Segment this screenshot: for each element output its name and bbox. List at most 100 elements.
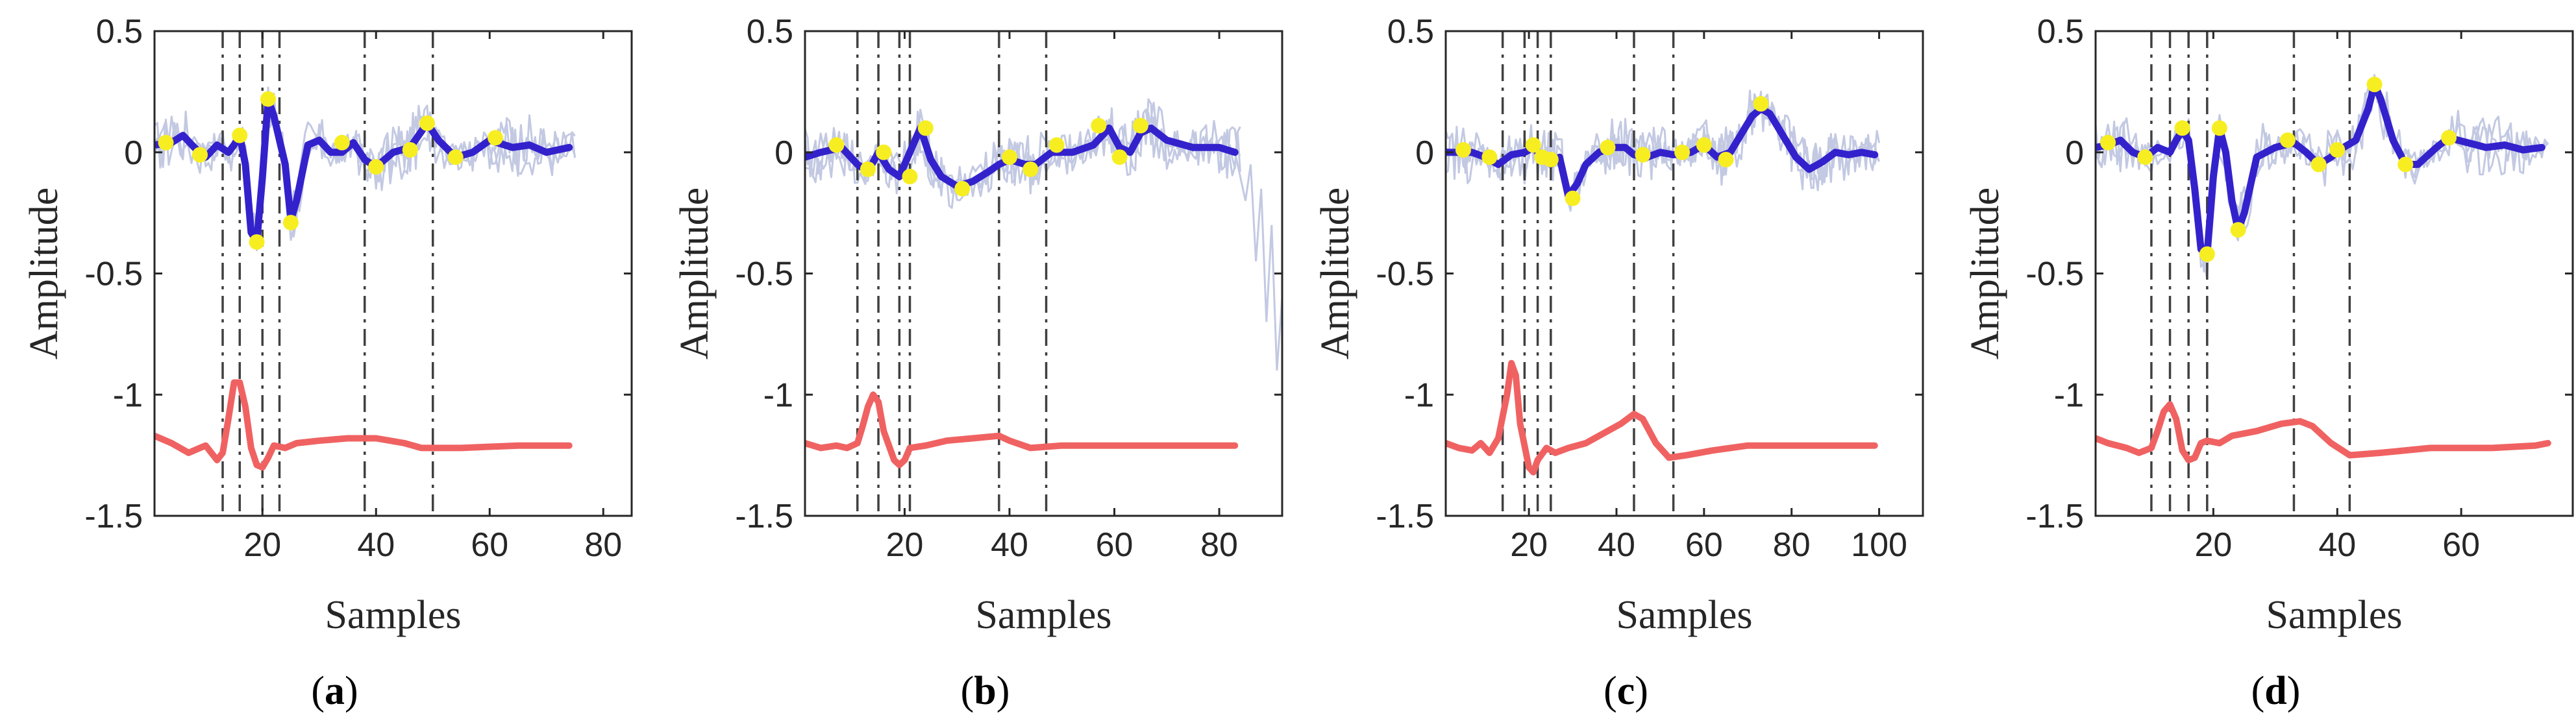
keypoint-marker [1455, 142, 1471, 158]
keypoint-marker [2279, 132, 2296, 149]
plot-area [2096, 31, 2551, 516]
panel-label: (c) [1604, 669, 1648, 713]
keypoint-marker [2100, 134, 2116, 151]
panel-label: (d) [2251, 669, 2301, 713]
panel-label-letter: c [1617, 669, 1635, 713]
score-line [1446, 359, 1878, 476]
y-axis-label: Amplitude [1313, 188, 1357, 359]
keypoint-marker [1542, 151, 1559, 167]
panel-label-letter: a [325, 669, 345, 713]
y-tick-label: -1 [1404, 376, 1434, 414]
raw-trace-tail [1233, 152, 1282, 371]
keypoint-marker [876, 144, 892, 160]
x-tick-label: 20 [2194, 526, 2232, 564]
keypoint-marker [488, 130, 503, 146]
y-tick-label: 0.5 [96, 13, 143, 51]
keypoint-marker [1091, 117, 1107, 134]
x-tick-label: 60 [471, 526, 508, 564]
keypoint-marker [2441, 130, 2457, 146]
x-tick-label: 100 [1851, 526, 1907, 564]
keypoint-marker [2137, 149, 2153, 165]
keypoint-marker [1696, 137, 1712, 153]
plot-area [1446, 31, 1881, 516]
keypoint-marker [828, 137, 845, 153]
x-tick-label: 60 [1096, 526, 1133, 564]
keypoint-marker [1002, 149, 1017, 165]
y-tick-label: -1 [113, 376, 143, 414]
y-tick-label: -1.5 [84, 498, 143, 535]
template-line [2096, 80, 2545, 258]
keypoint-marker [954, 180, 971, 197]
keypoint-marker [1481, 149, 1498, 165]
keypoint-marker [334, 134, 350, 151]
keypoint-marker [860, 161, 876, 177]
keypoint-marker [1635, 147, 1651, 163]
keypoint-marker [447, 149, 464, 165]
x-tick-label: 40 [1598, 526, 1635, 564]
keypoint-marker [1718, 151, 1734, 167]
panel-label-letter: d [2264, 669, 2286, 713]
x-axis-label: Samples [325, 593, 461, 637]
x-tick-label: 40 [357, 526, 395, 564]
keypoint-marker [368, 159, 384, 175]
y-axis-label: Amplitude [1963, 188, 2007, 359]
keypoint-marker [158, 134, 174, 151]
keypoint-marker [2174, 120, 2190, 136]
keypoint-marker [260, 91, 276, 107]
chart-panels: 0.50-0.5-1-1.520 40 60 80SamplesAmplitude(a… [22, 13, 2574, 713]
y-tick-label: -1.5 [1376, 498, 1434, 535]
keypoint-marker [1048, 137, 1065, 153]
y-tick-label: 0 [2065, 134, 2084, 172]
score-line [2096, 401, 2551, 464]
x-tick-label: 60 [1685, 526, 1723, 564]
panel-label-open: ( [1604, 669, 1617, 713]
x-tick-label: 80 [1773, 526, 1811, 564]
plot-area [155, 31, 576, 516]
x-axis-label: Samples [1616, 593, 1752, 637]
keypoint-marker [917, 120, 934, 136]
keypoint-marker [1132, 117, 1148, 134]
keypoint-marker [1111, 149, 1128, 165]
x-axis-label: Samples [2266, 593, 2402, 637]
keypoint-marker [283, 215, 299, 231]
x-tick-label: 20 [1510, 526, 1548, 564]
panel-label-close: ) [997, 669, 1010, 713]
panel-label: (a) [311, 669, 358, 713]
keypoint-marker [402, 142, 418, 158]
y-tick-label: -1 [763, 376, 793, 414]
keypoint-marker [419, 115, 435, 131]
keypoint-marker [2366, 77, 2383, 93]
x-tick-label: 80 [584, 526, 622, 564]
panel-label-close: ) [345, 669, 358, 713]
y-tick-label: -0.5 [735, 256, 793, 293]
y-tick-label: 0.5 [747, 13, 793, 51]
raw-trace [2096, 81, 2549, 280]
y-tick-label: -0.5 [2025, 256, 2084, 293]
keypoint-marker [1565, 190, 1581, 206]
keypoint-marker [192, 147, 208, 163]
y-tick-label: -0.5 [84, 256, 143, 293]
panel-label-open: ( [311, 669, 325, 713]
keypoint-marker [1022, 161, 1039, 177]
y-tick-label: 0.5 [2037, 13, 2084, 51]
y-axis-label: Amplitude [22, 188, 66, 359]
raw-trace [1446, 100, 1881, 202]
panel-a: 0.5 0 -0.5 -1 -1.5 20 40 60 80 Samples Amplitude (a… [22, 13, 633, 713]
y-tick-label: 0 [1415, 134, 1434, 172]
keypoint-marker [902, 169, 918, 185]
panel-label-letter: b [974, 669, 996, 713]
panel-c: 0.5 0 -0.5 -1 -1.5 20 40 60 80 100 Samples Amplitud… [1313, 13, 1924, 713]
panel-label-close: ) [2287, 669, 2301, 713]
panel-d: 0.5 0 -0.5 -1 -1.5 20 40 60 Samples Amplitude (d) [1963, 13, 2574, 713]
y-tick-label: 0 [124, 134, 143, 172]
keypoint-marker [2310, 156, 2327, 173]
panel-label-close: ) [1635, 669, 1648, 713]
keypoint-marker [2230, 222, 2246, 238]
keypoint-marker [2329, 142, 2346, 158]
keypoint-marker [2397, 156, 2414, 173]
y-tick-label: -0.5 [1376, 256, 1434, 293]
x-tick-label: 80 [1200, 526, 1238, 564]
panel-label: (b) [961, 669, 1010, 713]
keypoint-marker [1600, 140, 1616, 156]
